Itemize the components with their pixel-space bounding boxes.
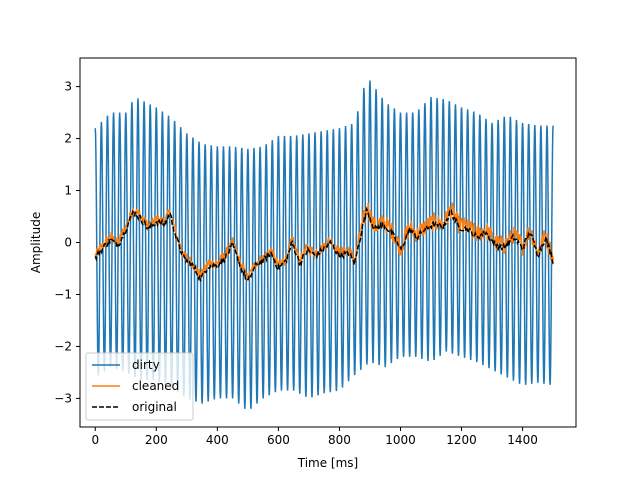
legend-label-original: original [132, 400, 177, 414]
y-tick-label: −1 [54, 287, 72, 301]
x-tick-label: 800 [328, 433, 351, 447]
x-tick-label: 400 [206, 433, 229, 447]
x-tick-label: 1400 [507, 433, 538, 447]
series-line-original [94, 206, 554, 282]
x-tick-label: 200 [145, 433, 168, 447]
legend: dirty cleaned original [85, 352, 194, 421]
legend-box [85, 352, 194, 421]
y-tick-label: −2 [54, 339, 72, 353]
x-axis-label: Time [ms] [297, 456, 359, 470]
x-tick-label: 0 [91, 433, 99, 447]
y-axis: −3 −2 −1 0 1 2 3 [54, 80, 80, 405]
y-tick-label: 1 [64, 184, 72, 198]
x-tick-label: 1200 [446, 433, 477, 447]
y-tick-label: 0 [64, 236, 72, 250]
x-tick-label: 1000 [385, 433, 416, 447]
x-axis: 0 200 400 600 800 1000 1200 1400 [91, 427, 538, 447]
legend-label-cleaned: cleaned [132, 379, 179, 393]
x-tick-label: 600 [267, 433, 290, 447]
y-tick-label: 3 [64, 80, 72, 94]
legend-label-dirty: dirty [132, 358, 160, 372]
y-tick-label: −3 [54, 391, 72, 405]
y-axis-label: Amplitude [29, 212, 43, 274]
y-tick-label: 2 [64, 132, 72, 146]
